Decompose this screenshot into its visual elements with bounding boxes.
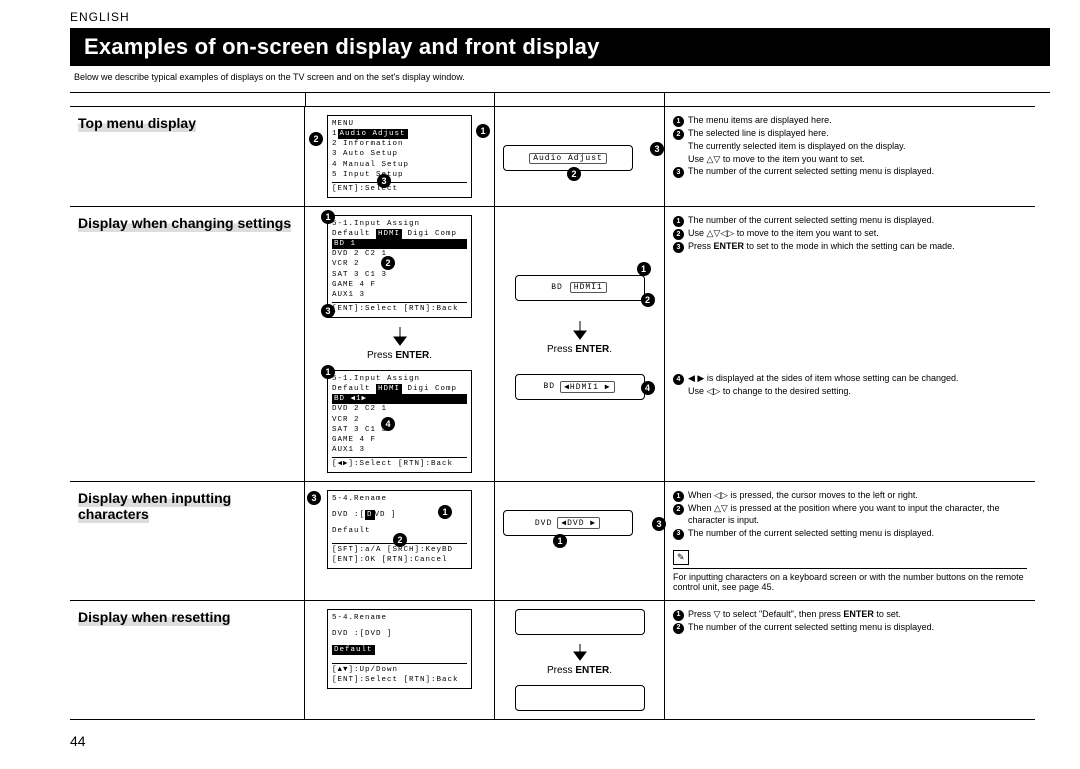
desc-text: Use △▽◁▷ to move to the item you want to… xyxy=(688,228,879,240)
row3-front: DVD◀DVD ▶ xyxy=(503,510,633,536)
bullet-1-icon: 1 xyxy=(673,116,684,127)
row4-front-a xyxy=(515,609,645,635)
page-subtitle: Below we describe typical examples of di… xyxy=(74,72,1050,82)
osd-footer: [ENT]:OK [RTN]:Cancel xyxy=(332,555,467,565)
bullet-3-icon: 3 xyxy=(673,529,684,540)
row4-heading: Display when resetting xyxy=(78,609,230,626)
front-text: Audio Adjust xyxy=(529,153,607,164)
row3-osd-cell: 5-4.Rename DVD :[DVD ] Default [SFT]:a/A… xyxy=(305,482,495,600)
callout-2-icon: 2 xyxy=(381,256,395,270)
desc-text: When ◁▷ is pressed, the cursor moves to … xyxy=(688,490,918,502)
desc-text: The currently selected item is displayed… xyxy=(688,141,905,153)
callout-1-icon: 1 xyxy=(637,262,651,276)
bullet-1-icon: 1 xyxy=(673,491,684,502)
bullet-4-icon: 4 xyxy=(673,374,684,385)
callout-1-icon: 1 xyxy=(553,534,567,548)
row3-heading: Display when inputting characters xyxy=(78,490,231,523)
content-grid: Top menu display MENU 1Audio Adjust 2 In… xyxy=(70,92,1050,720)
desc-text: When △▽ is pressed at the position where… xyxy=(688,503,1027,526)
arrow-down-icon: Press ENTER. xyxy=(367,327,432,361)
arrow-down-icon: Press ENTER. xyxy=(547,644,612,676)
osd-footer: [ENT]:Select xyxy=(332,182,467,194)
osd-footer: [ENT]:Select [RTN]:Back xyxy=(332,302,467,314)
desc-text: Use ◁▷ to change to the desired setting. xyxy=(688,386,851,398)
row1-front-display: Audio Adjust xyxy=(503,145,633,171)
osd-line: DVD :[DVD ] xyxy=(332,629,467,639)
callout-3-icon: 3 xyxy=(650,142,664,156)
row4-osd-cell: 5-4.Rename DVD :[DVD ] Default [▲▼]:Up/D… xyxy=(305,601,495,720)
desc-text: ◀ ▶ is displayed at the sides of item wh… xyxy=(688,373,959,385)
row2-desc-cell: 1 The number of the current selected sett… xyxy=(665,207,1035,482)
desc-text: The number of the current selected setti… xyxy=(688,528,934,540)
press-enter-label: Press ENTER. xyxy=(367,350,432,361)
callout-2-icon: 2 xyxy=(567,167,581,181)
note-text: For inputting characters on a keyboard s… xyxy=(673,568,1027,592)
press-enter-label: Press ENTER. xyxy=(547,344,612,355)
row2-osd-cell: 5-1.Input Assign Default HDMI Digi Comp … xyxy=(305,207,495,482)
osd-line: Default xyxy=(332,645,375,655)
desc-text: The number of the current selected setti… xyxy=(688,166,934,178)
page-number: 44 xyxy=(70,733,86,749)
row4-desc-cell: 1Press ▽ to select "Default", then press… xyxy=(665,601,1035,720)
row2-front-b: BD◀HDMI1 ▶ xyxy=(515,374,645,400)
row3-front-cell: DVD◀DVD ▶ 1 3 xyxy=(495,482,665,600)
osd-title: MENU xyxy=(332,119,467,129)
row2-front-cell: BDHDMI1 1 2 Press ENTER. BD◀HDMI1 ▶ 4 xyxy=(495,207,665,482)
desc-text: Use △▽ to move to the item you want to s… xyxy=(688,154,865,166)
desc-text: The menu items are displayed here. xyxy=(688,115,832,127)
row2-heading: Display when changing settings xyxy=(78,215,291,232)
callout-2-icon: 2 xyxy=(641,293,655,307)
callout-1-icon: 1 xyxy=(476,124,490,138)
desc-text: The number of the current selected setti… xyxy=(688,622,934,634)
press-enter-label: Press ENTER. xyxy=(547,665,612,676)
bullet-2-icon: 2 xyxy=(673,623,684,634)
osd-footer: [ENT]:Select [RTN]:Back xyxy=(332,675,467,685)
callout-4-icon: 4 xyxy=(381,417,395,431)
callout-1-icon: 1 xyxy=(321,210,335,224)
callout-3-icon: 3 xyxy=(377,174,391,188)
row1-osd: MENU 1Audio Adjust 2 Information 3 Auto … xyxy=(327,115,472,198)
osd-footer: [▲▼]:Up/Down xyxy=(332,665,467,675)
row3-desc-cell: 1 When ◁▷ is pressed, the cursor moves to… xyxy=(665,482,1035,600)
row1-heading: Top menu display xyxy=(78,115,196,132)
row4-front-b xyxy=(515,685,645,711)
bullet-1-icon: 1 xyxy=(673,610,684,621)
row1-front-cell: Audio Adjust 3 2 xyxy=(495,107,665,207)
language-label: ENGLISH xyxy=(70,10,1050,24)
osd-footer: [◀▶]:Select [RTN]:Back xyxy=(332,457,467,469)
osd-title: 5-4.Rename xyxy=(332,494,467,504)
row4-osd: 5-4.Rename DVD :[DVD ] Default [▲▼]:Up/D… xyxy=(327,609,472,690)
row2-front-a: BDHDMI1 xyxy=(515,275,645,301)
arrow-down-icon: Press ENTER. xyxy=(547,321,612,355)
bullet-3-icon: 3 xyxy=(673,242,684,253)
osd-title: 5-1.Input Assign xyxy=(332,374,467,384)
page-title: Examples of on-screen display and front … xyxy=(70,28,1050,66)
bullet-2-icon: 2 xyxy=(673,504,684,515)
bullet-1-icon: 1 xyxy=(673,216,684,227)
bullet-2-icon: 2 xyxy=(673,129,684,140)
row1-desc-cell: 1 The menu items are displayed here. 2 The… xyxy=(665,107,1035,207)
osd-title: 5-4.Rename xyxy=(332,613,467,623)
callout-3-icon: 3 xyxy=(307,491,321,505)
note-icon: ✎ xyxy=(673,550,689,565)
callout-4-icon: 4 xyxy=(641,381,655,395)
callout-3-icon: 3 xyxy=(652,517,666,531)
callout-2-icon: 2 xyxy=(309,132,323,146)
row1-osd-cell: MENU 1Audio Adjust 2 Information 3 Auto … xyxy=(305,107,495,207)
row3-osd: 5-4.Rename DVD :[DVD ] Default [SFT]:a/A… xyxy=(327,490,472,569)
row2-osd-b: 5-1.Input Assign Default HDMI Digi Comp … xyxy=(327,370,472,473)
callout-3-icon: 3 xyxy=(321,304,335,318)
callout-1-icon: 1 xyxy=(321,365,335,379)
bullet-3-icon: 3 xyxy=(673,167,684,178)
row4-front-cell: Press ENTER. xyxy=(495,601,665,720)
desc-text: The selected line is displayed here. xyxy=(688,128,829,140)
desc-text: The number of the current selected setti… xyxy=(688,215,934,227)
bullet-2-icon: 2 xyxy=(673,229,684,240)
osd-title: 5-1.Input Assign xyxy=(332,219,467,229)
row2-osd-a: 5-1.Input Assign Default HDMI Digi Comp … xyxy=(327,215,472,318)
